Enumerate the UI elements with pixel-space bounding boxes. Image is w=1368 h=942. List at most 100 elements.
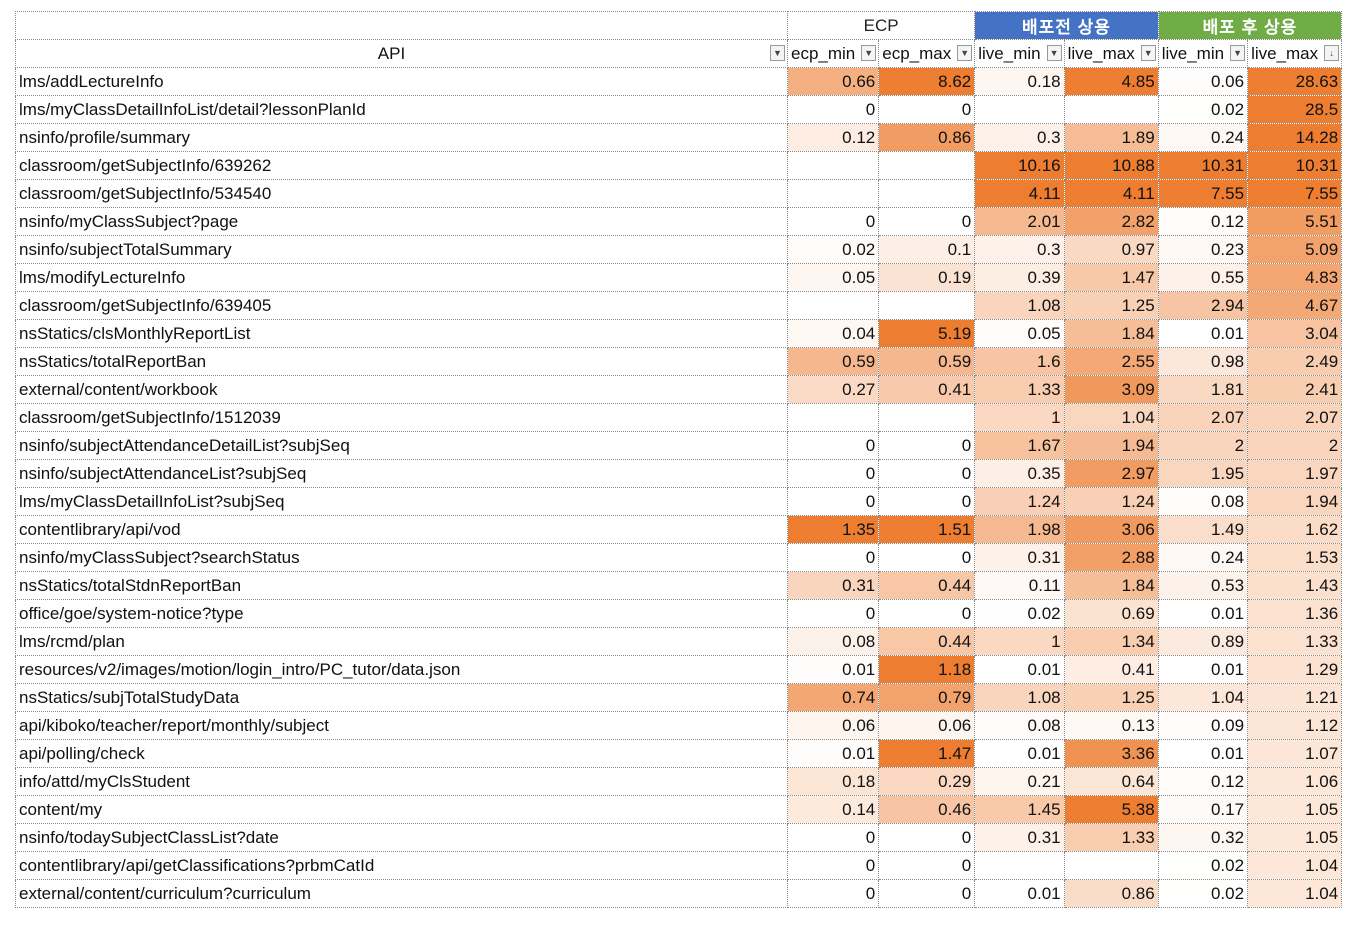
api-cell[interactable]: lms/myClassDetailInfoList/detail?lessonP… xyxy=(15,95,788,124)
dropdown-arrow-icon[interactable]: ▼ xyxy=(957,45,973,61)
value-cell-post-live-max[interactable]: 14.28 xyxy=(1247,123,1343,152)
value-cell-post-live-max[interactable]: 28.63 xyxy=(1247,67,1343,96)
api-cell[interactable]: nsStatics/clsMonthlyReportList xyxy=(15,319,788,348)
value-cell-pre-live-min[interactable]: 1 xyxy=(974,403,1065,432)
value-cell-pre-live-min[interactable]: 1.33 xyxy=(974,375,1065,404)
api-cell[interactable]: lms/rcmd/plan xyxy=(15,627,788,656)
value-cell-pre-live-max[interactable]: 0.13 xyxy=(1063,711,1159,740)
value-cell-ecp-max[interactable]: 0 xyxy=(878,823,976,852)
value-cell-ecp-min[interactable]: 0 xyxy=(786,851,880,880)
value-cell-pre-live-max[interactable]: 3.36 xyxy=(1063,739,1159,768)
value-cell-ecp-max[interactable]: 0 xyxy=(878,879,976,908)
api-cell[interactable]: classroom/getSubjectInfo/639262 xyxy=(15,151,788,180)
value-cell-post-live-max[interactable]: 4.83 xyxy=(1247,263,1343,292)
value-cell-pre-live-min[interactable]: 0.31 xyxy=(974,823,1065,852)
value-cell-ecp-max[interactable] xyxy=(878,151,976,180)
value-cell-ecp-max[interactable]: 8.62 xyxy=(878,67,976,96)
value-cell-post-live-max[interactable]: 1.07 xyxy=(1247,739,1343,768)
value-cell-post-live-min[interactable]: 0.08 xyxy=(1157,487,1249,516)
value-cell-ecp-max[interactable]: 0.59 xyxy=(878,347,976,376)
value-cell-post-live-min[interactable]: 0.01 xyxy=(1157,739,1249,768)
value-cell-post-live-min[interactable]: 1.95 xyxy=(1157,459,1249,488)
value-cell-ecp-max[interactable]: 1.18 xyxy=(878,655,976,684)
value-cell-post-live-max[interactable]: 1.05 xyxy=(1247,795,1343,824)
value-cell-post-live-max[interactable]: 5.09 xyxy=(1247,235,1343,264)
value-cell-pre-live-min[interactable]: 1.67 xyxy=(974,431,1065,460)
api-cell[interactable]: info/attd/myClsStudent xyxy=(15,767,788,796)
value-cell-pre-live-max[interactable]: 4.11 xyxy=(1063,179,1159,208)
api-cell[interactable]: classroom/getSubjectInfo/534540 xyxy=(15,179,788,208)
value-cell-ecp-max[interactable]: 0 xyxy=(878,459,976,488)
value-cell-pre-live-max[interactable]: 0.97 xyxy=(1063,235,1159,264)
value-cell-pre-live-min[interactable]: 0.21 xyxy=(974,767,1065,796)
value-cell-post-live-max[interactable]: 10.31 xyxy=(1247,151,1343,180)
value-cell-post-live-max[interactable]: 1.62 xyxy=(1247,515,1343,544)
value-cell-pre-live-max[interactable]: 4.85 xyxy=(1063,67,1159,96)
value-cell-post-live-min[interactable]: 0.02 xyxy=(1157,879,1249,908)
value-cell-pre-live-max[interactable]: 10.88 xyxy=(1063,151,1159,180)
value-cell-post-live-min[interactable]: 0.02 xyxy=(1157,95,1249,124)
value-cell-pre-live-max[interactable]: 1.84 xyxy=(1063,319,1159,348)
value-cell-ecp-max[interactable]: 0.29 xyxy=(878,767,976,796)
value-cell-post-live-min[interactable]: 1.81 xyxy=(1157,375,1249,404)
value-cell-ecp-min[interactable]: 0 xyxy=(786,207,880,236)
value-cell-post-live-min[interactable]: 0.24 xyxy=(1157,543,1249,572)
value-cell-ecp-max[interactable]: 0.1 xyxy=(878,235,976,264)
value-cell-ecp-min[interactable]: 0.14 xyxy=(786,795,880,824)
value-cell-ecp-max[interactable] xyxy=(878,403,976,432)
value-cell-ecp-min[interactable]: 0.01 xyxy=(786,739,880,768)
value-cell-post-live-max[interactable]: 3.04 xyxy=(1247,319,1343,348)
value-cell-pre-live-max[interactable]: 2.88 xyxy=(1063,543,1159,572)
api-cell[interactable]: nsinfo/subjectAttendanceDetailList?subjS… xyxy=(15,431,788,460)
value-cell-pre-live-min[interactable]: 1.24 xyxy=(974,487,1065,516)
value-cell-pre-live-min[interactable]: 0.01 xyxy=(974,739,1065,768)
value-cell-post-live-min[interactable]: 0.02 xyxy=(1157,851,1249,880)
api-cell[interactable]: api/kiboko/teacher/report/monthly/subjec… xyxy=(15,711,788,740)
value-cell-pre-live-max[interactable]: 1.34 xyxy=(1063,627,1159,656)
value-cell-ecp-min[interactable] xyxy=(786,403,880,432)
value-cell-pre-live-min[interactable]: 0.3 xyxy=(974,123,1065,152)
value-cell-ecp-max[interactable]: 0 xyxy=(878,487,976,516)
value-cell-pre-live-max[interactable]: 2.55 xyxy=(1063,347,1159,376)
value-cell-post-live-min[interactable]: 7.55 xyxy=(1157,179,1249,208)
value-cell-post-live-min[interactable]: 0.01 xyxy=(1157,319,1249,348)
value-cell-pre-live-max[interactable]: 1.33 xyxy=(1063,823,1159,852)
api-cell[interactable]: office/goe/system-notice?type xyxy=(15,599,788,628)
api-cell[interactable]: external/content/curriculum?curriculum xyxy=(15,879,788,908)
value-cell-post-live-max[interactable]: 4.67 xyxy=(1247,291,1343,320)
value-cell-post-live-min[interactable]: 0.24 xyxy=(1157,123,1249,152)
value-cell-post-live-max[interactable]: 1.33 xyxy=(1247,627,1343,656)
dropdown-arrow-icon[interactable]: ▼ xyxy=(1046,45,1062,61)
value-cell-pre-live-min[interactable]: 0.35 xyxy=(974,459,1065,488)
value-cell-pre-live-max[interactable]: 2.97 xyxy=(1063,459,1159,488)
value-cell-pre-live-max[interactable]: 3.06 xyxy=(1063,515,1159,544)
value-cell-ecp-max[interactable]: 0 xyxy=(878,95,976,124)
api-cell[interactable]: api/polling/check xyxy=(15,739,788,768)
value-cell-post-live-min[interactable]: 0.01 xyxy=(1157,599,1249,628)
api-cell[interactable]: content/my xyxy=(15,795,788,824)
value-cell-post-live-max[interactable]: 2.41 xyxy=(1247,375,1343,404)
value-cell-pre-live-max[interactable]: 1.84 xyxy=(1063,571,1159,600)
api-cell[interactable]: nsinfo/myClassSubject?searchStatus xyxy=(15,543,788,572)
value-cell-post-live-max[interactable]: 1.97 xyxy=(1247,459,1343,488)
value-cell-ecp-max[interactable]: 0.86 xyxy=(878,123,976,152)
value-cell-ecp-max[interactable]: 0 xyxy=(878,599,976,628)
value-cell-pre-live-max[interactable]: 3.09 xyxy=(1063,375,1159,404)
value-cell-post-live-max[interactable]: 1.05 xyxy=(1247,823,1343,852)
api-cell[interactable]: nsStatics/totalStdnReportBan xyxy=(15,571,788,600)
value-cell-pre-live-min[interactable]: 1.6 xyxy=(974,347,1065,376)
value-cell-post-live-min[interactable]: 10.31 xyxy=(1157,151,1249,180)
value-cell-pre-live-max[interactable]: 1.94 xyxy=(1063,431,1159,460)
value-cell-post-live-min[interactable]: 0.55 xyxy=(1157,263,1249,292)
value-cell-pre-live-min[interactable] xyxy=(974,95,1065,124)
value-cell-post-live-max[interactable]: 1.53 xyxy=(1247,543,1343,572)
value-cell-pre-live-min[interactable]: 1.08 xyxy=(974,683,1065,712)
api-cell[interactable]: classroom/getSubjectInfo/1512039 xyxy=(15,403,788,432)
value-cell-pre-live-min[interactable]: 0.01 xyxy=(974,655,1065,684)
value-cell-ecp-min[interactable]: 0.01 xyxy=(786,655,880,684)
value-cell-ecp-min[interactable]: 0.06 xyxy=(786,711,880,740)
value-cell-pre-live-min[interactable]: 1.08 xyxy=(974,291,1065,320)
sort-descending-icon[interactable]: ↓ xyxy=(1324,45,1340,61)
api-cell[interactable]: nsStatics/totalReportBan xyxy=(15,347,788,376)
value-cell-ecp-max[interactable]: 0.46 xyxy=(878,795,976,824)
